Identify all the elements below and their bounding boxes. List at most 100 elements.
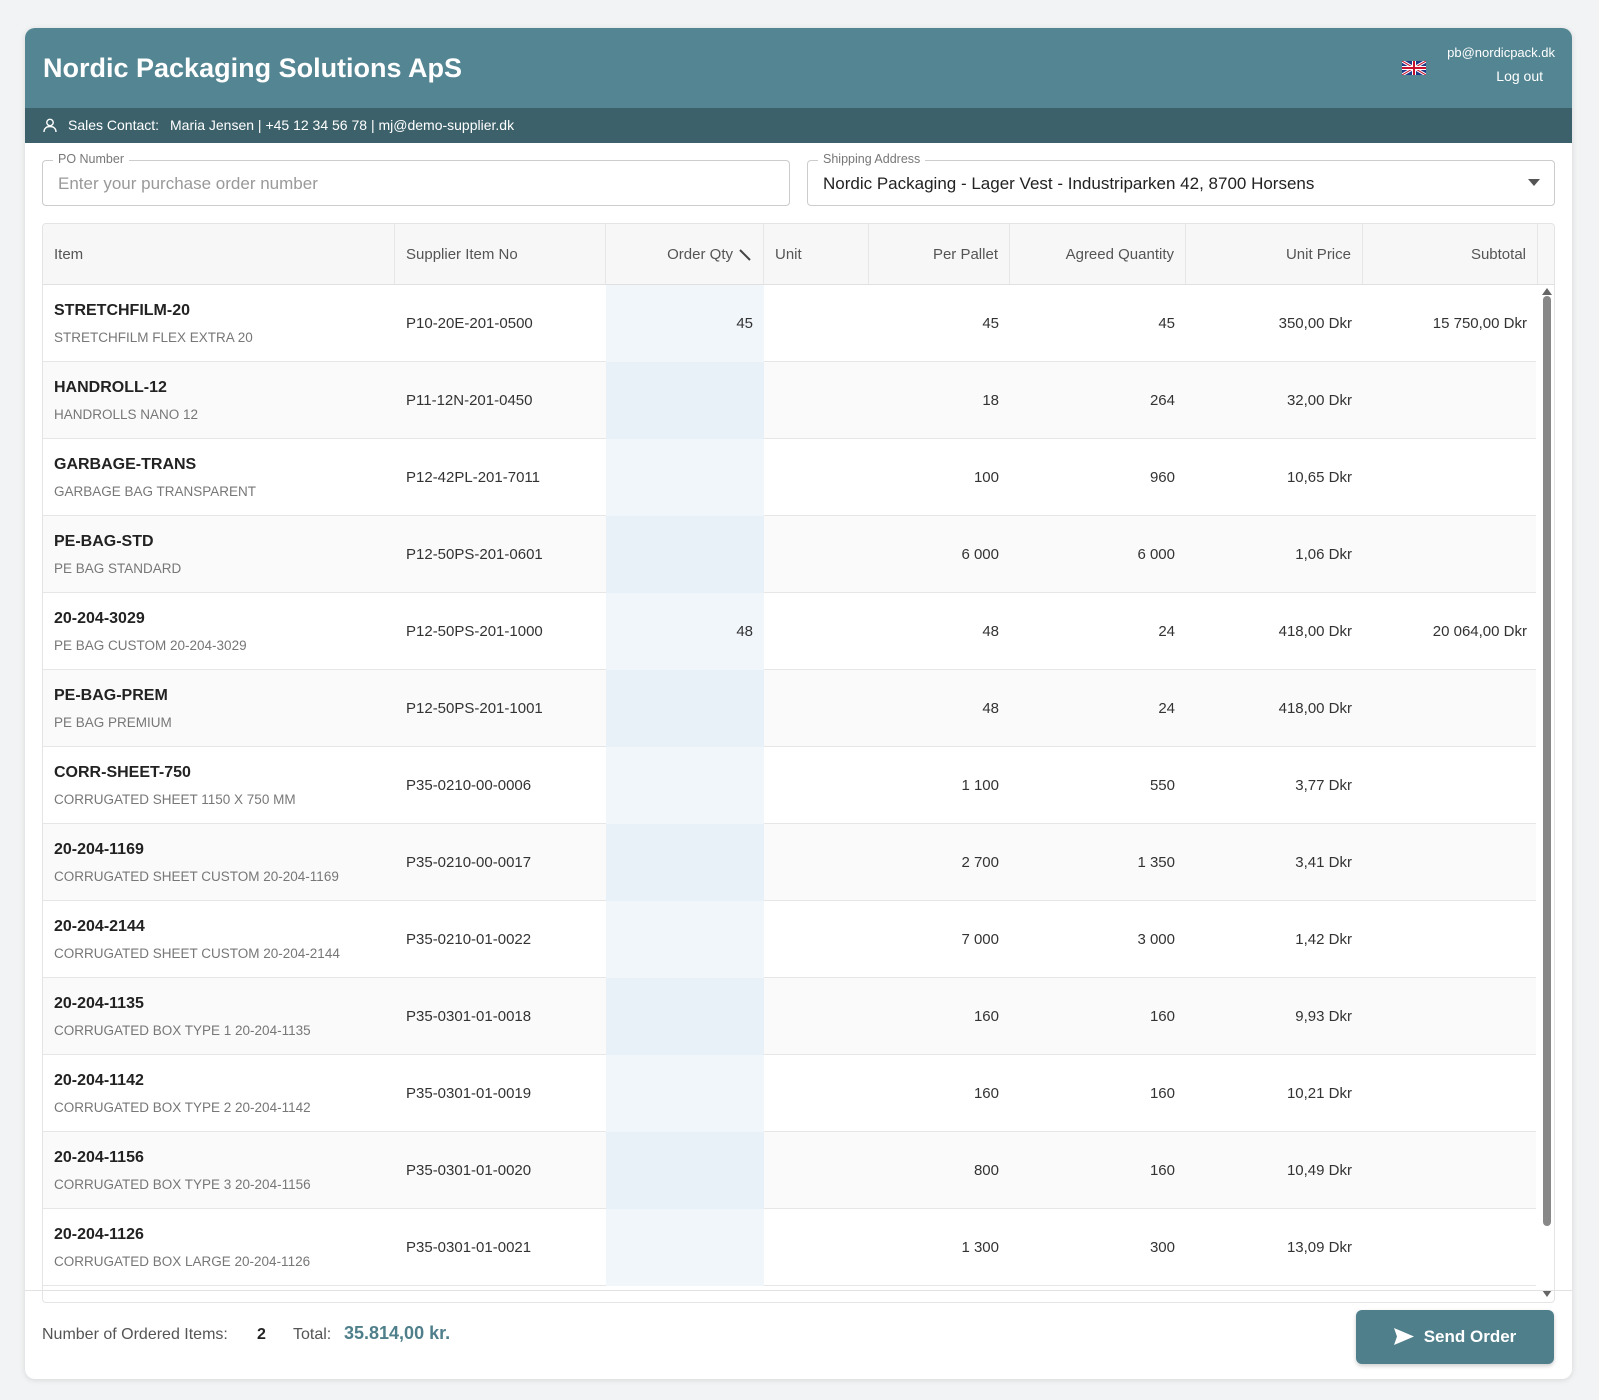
table-row: 20-204-2144 CORRUGATED SHEET CUSTOM 20-20… (43, 901, 1536, 978)
contact-bar: Sales Contact: Maria Jensen | +45 12 34 … (25, 108, 1572, 143)
edit-icon (739, 249, 751, 261)
agreed-qty: 160 (1149, 1085, 1175, 1102)
items-count: 2 (257, 1326, 266, 1343)
table-row: 20-204-3029 PE BAG CUSTOM 20-204-3029 P12-… (43, 593, 1536, 670)
qty-column-bg (606, 362, 764, 439)
contact-text: Maria Jensen | +45 12 34 56 78 | mj@demo… (170, 117, 515, 133)
per-pallet: 160 (973, 1085, 999, 1102)
item-description: CORRUGATED BOX TYPE 3 20-204-1156 (54, 1177, 311, 1192)
item-code: 20-204-1135 (54, 995, 144, 1012)
item-description: PE BAG PREMIUM (54, 715, 172, 730)
table-row: 20-204-1126 CORRUGATED BOX LARGE 20-204-1… (43, 1209, 1536, 1286)
table-row: 20-204-1142 CORRUGATED BOX TYPE 2 20-204-… (43, 1055, 1536, 1132)
agreed-qty: 6 000 (1137, 546, 1175, 563)
send-order-button[interactable]: Send Order (1356, 1310, 1554, 1364)
column-header: Order Qty (606, 224, 764, 285)
supplier-no: P35-0210-00-0017 (406, 854, 532, 871)
logout-link[interactable]: Log out (1496, 68, 1543, 84)
agreed-qty: 264 (1149, 392, 1175, 409)
supplier-no: P10-20E-201-0500 (406, 315, 533, 332)
unit-price: 3,41 Dkr (1295, 854, 1352, 871)
item-description: PE BAG STANDARD (54, 561, 182, 576)
qty-column-bg (606, 901, 764, 978)
per-pallet: 18 (982, 392, 999, 409)
per-pallet: 48 (982, 623, 999, 640)
table-row: 20-204-1169 CORRUGATED SHEET CUSTOM 20-20… (43, 824, 1536, 901)
agreed-qty: 24 (1158, 623, 1175, 640)
supplier-no: P12-50PS-201-1001 (406, 700, 543, 717)
supplier-no: P35-0210-01-0022 (406, 931, 532, 948)
item-code: CORR-SHEET-750 (54, 764, 191, 781)
header-filler (1538, 224, 1554, 285)
supplier-no: P35-0301-01-0019 (406, 1085, 532, 1102)
unit-price: 3,77 Dkr (1295, 777, 1352, 794)
column-header: Unit Price (1186, 224, 1363, 285)
qty-column-bg (606, 285, 764, 362)
language-flag[interactable] (1402, 61, 1426, 75)
agreed-qty: 3 000 (1137, 931, 1175, 948)
qty-column-bg (606, 1209, 764, 1286)
total-value: 35.814,00 kr. (344, 1323, 451, 1343)
item-description: CORRUGATED SHEET CUSTOM 20-204-1169 (54, 869, 339, 884)
unit-price: 1,42 Dkr (1295, 931, 1352, 948)
item-code: 20-204-3029 (54, 610, 145, 627)
total-label: Total: (293, 1326, 332, 1343)
per-pallet: 1 300 (961, 1239, 999, 1256)
po-label: PO Number (53, 152, 129, 166)
contact-label: Sales Contact: (68, 117, 160, 133)
agreed-qty: 160 (1149, 1162, 1175, 1179)
unit-price: 418,00 Dkr (1278, 700, 1352, 717)
item-code: HANDROLL-12 (54, 379, 167, 396)
column-header: Per Pallet (869, 224, 1010, 285)
order-qty: 48 (736, 623, 753, 640)
supplier-no: P35-0301-01-0021 (406, 1239, 532, 1256)
supplier-no: P35-0301-01-0020 (406, 1162, 532, 1179)
po-placeholder: Enter your purchase order number (58, 174, 318, 193)
item-description: PE BAG CUSTOM 20-204-3029 (54, 638, 247, 653)
scroll-up[interactable] (1542, 288, 1552, 295)
item-description: HANDROLLS NANO 12 (54, 407, 199, 422)
per-pallet: 160 (973, 1008, 999, 1025)
item-code: 20-204-1142 (54, 1072, 144, 1089)
item-description: STRETCHFILM FLEX EXTRA 20 (54, 330, 253, 345)
supplier-no: P35-0210-00-0006 (406, 777, 532, 794)
agreed-qty: 160 (1149, 1008, 1175, 1025)
per-pallet: 45 (982, 315, 999, 332)
supplier-no: P12-42PL-201-7011 (406, 469, 540, 486)
subtotal: 15 750,00 Dkr (1432, 315, 1527, 332)
per-pallet: 6 000 (961, 546, 999, 563)
item-description: CORRUGATED SHEET CUSTOM 20-204-2144 (54, 946, 340, 961)
item-description: CORRUGATED SHEET 1150 X 750 MM (54, 792, 296, 807)
shipping-label: Shipping Address (818, 152, 926, 166)
item-description: CORRUGATED BOX LARGE 20-204-1126 (54, 1254, 311, 1269)
qty-column-bg (606, 516, 764, 593)
supplier-no: P12-50PS-201-1000 (406, 623, 543, 640)
order-qty: 45 (736, 315, 753, 332)
qty-column-bg (606, 593, 764, 670)
item-code: GARBAGE-TRANS (54, 456, 197, 473)
scrollbar[interactable] (1543, 296, 1551, 1226)
item-description: CORRUGATED BOX TYPE 2 20-204-1142 (54, 1100, 311, 1115)
scroll-down[interactable] (1542, 1290, 1552, 1297)
person-icon (43, 118, 57, 133)
per-pallet: 1 100 (961, 777, 999, 794)
qty-column-bg (606, 670, 764, 747)
agreed-qty: 1 350 (1137, 854, 1175, 871)
user-email: pb@nordicpack.dk (1447, 45, 1555, 60)
table-row: 20-204-1135 CORRUGATED BOX TYPE 1 20-204-… (43, 978, 1536, 1055)
item-code: 20-204-2144 (54, 918, 145, 935)
shipping-value: Nordic Packaging - Lager Vest - Industri… (823, 174, 1315, 193)
footer-divider (25, 1290, 1572, 1291)
supplier-no: P35-0301-01-0018 (406, 1008, 532, 1025)
unit-price: 10,21 Dkr (1286, 1085, 1352, 1102)
po-field[interactable]: PO Number Enter your purchase order numb… (42, 152, 790, 206)
per-pallet: 2 700 (961, 854, 999, 871)
shipping-select[interactable]: Shipping Address Nordic Packaging - Lage… (807, 152, 1555, 206)
table-row: PE-BAG-PREM PE BAG PREMIUM P12-50PS-201-10… (43, 670, 1536, 747)
company-title: Nordic Packaging Solutions ApS (43, 53, 463, 83)
table-row: CORR-SHEET-750 CORRUGATED SHEET 1150 X 75… (43, 747, 1536, 824)
qty-column-bg (606, 978, 764, 1055)
dropdown-arrow (1528, 179, 1540, 186)
send-icon (1393, 1328, 1414, 1345)
item-code: PE-BAG-STD (54, 533, 154, 550)
